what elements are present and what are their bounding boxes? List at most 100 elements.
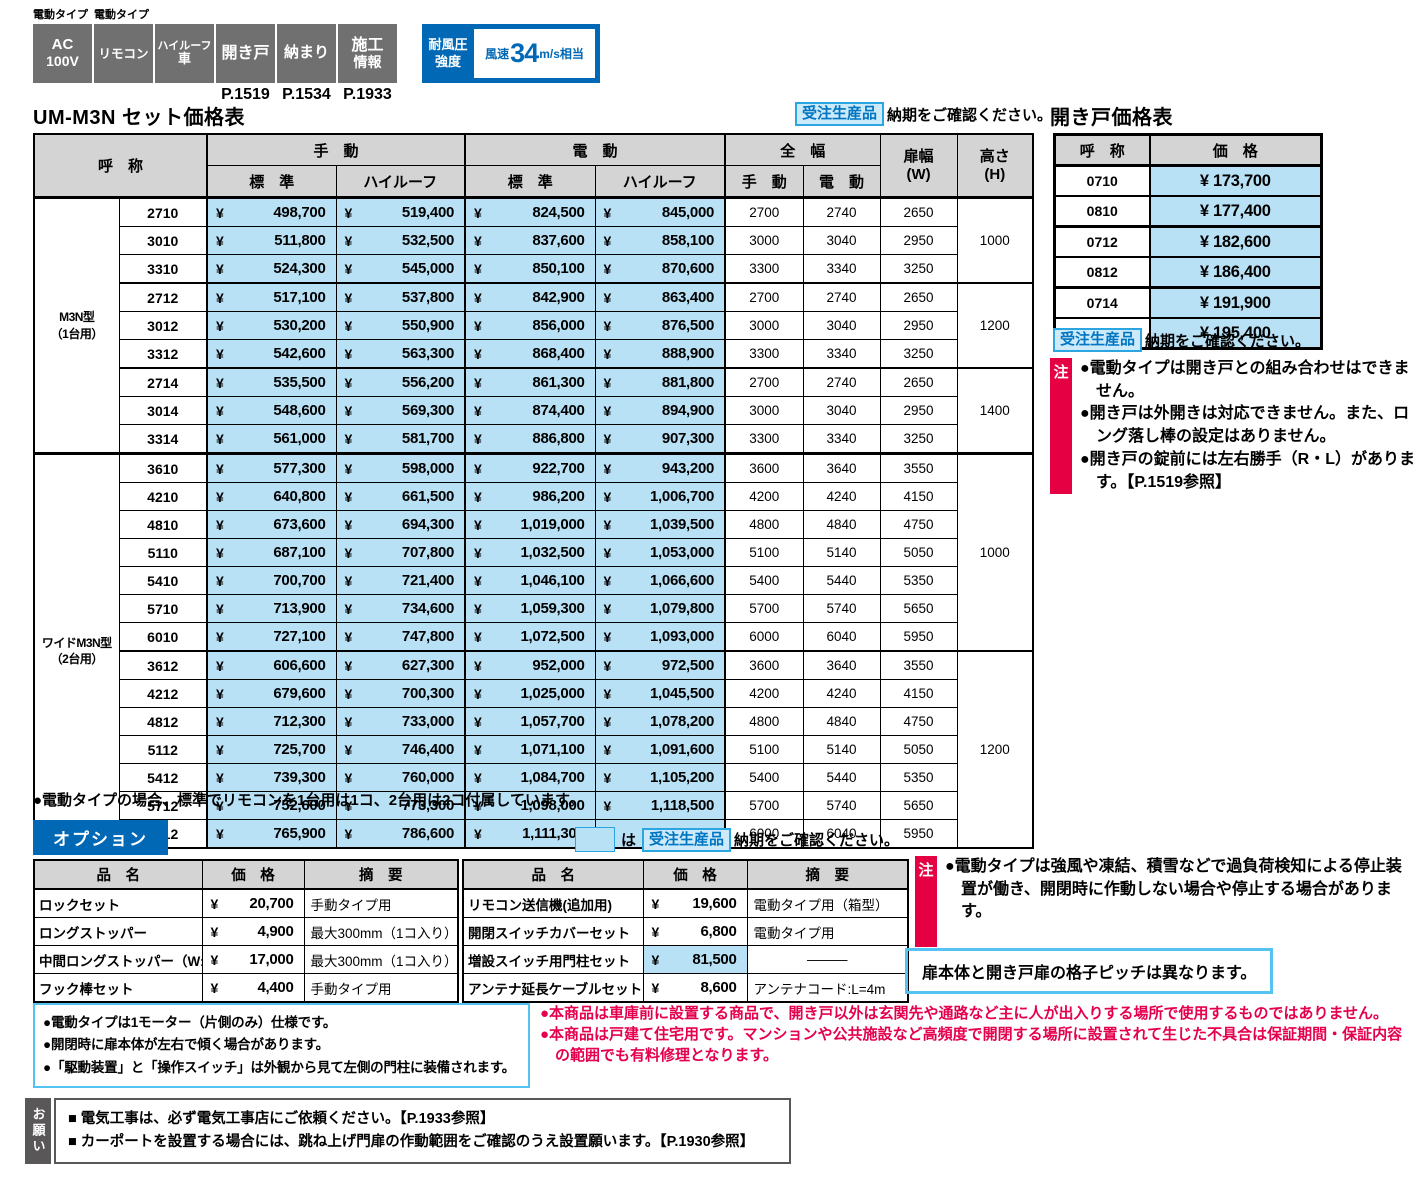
full-width-manual-cell: 4800: [724, 510, 804, 539]
currency-symbol: ¥: [603, 544, 612, 561]
price-cell: ¥713,900: [206, 594, 337, 623]
price-value: 888,900: [661, 345, 715, 362]
currency-symbol: ¥: [216, 317, 224, 334]
price-value: 4,400: [257, 979, 294, 996]
currency-symbol: ¥: [216, 289, 224, 306]
price-value: 943,200: [661, 460, 715, 477]
price-cell: ¥858,100: [594, 226, 726, 255]
price-value: 1,084,700: [520, 769, 585, 786]
table-row: 5410 ¥700,700 ¥721,400 ¥1,046,100 ¥1,066,600…: [34, 566, 1033, 595]
full-width-electric-cell: 2740: [802, 282, 881, 312]
price-cell: ¥542,600: [206, 339, 337, 369]
price-cell: ¥627,300: [335, 650, 466, 680]
price-cell: ¥535,500: [206, 367, 337, 397]
price-value: 1,032,500: [520, 544, 585, 561]
table-row: M3N型 （1台用） 2710 ¥498,700 ¥519,400 ¥824,500 ¥84…: [33, 196, 1034, 454]
header-height: 高さ (H): [956, 133, 1034, 199]
note-tab: 注: [915, 856, 937, 947]
price-cell: ¥943,200: [594, 452, 726, 483]
price-cell: ¥661,500: [335, 482, 466, 511]
badge-top-label: [216, 6, 275, 24]
door-size-cell: 0812: [1053, 256, 1151, 289]
feature-badge: 納まり: [277, 24, 336, 83]
currency-symbol: ¥: [474, 713, 482, 730]
door-width-cell: 5350: [879, 566, 958, 595]
price-value: 1,111,300: [522, 825, 585, 842]
currency-symbol: ¥: [216, 488, 224, 505]
door-note-2: ●開き戸は外開きは対応できません。また、ロング落し棒の設定はありません。: [1080, 405, 1410, 446]
table-row: 3310 ¥524,300 ¥545,000 ¥850,100 ¥870,600 3300…: [34, 254, 1033, 284]
price-value: 550,900: [401, 317, 455, 334]
price-value: 1,072,500: [520, 628, 585, 645]
currency-symbol: ¥: [603, 516, 612, 533]
full-width-electric-cell: 3040: [802, 396, 881, 425]
options-table-b-body: リモコン送信機(追加用) ¥19,600 電動タイプ用（箱型） 開閉スイッチカバーセッ…: [462, 888, 909, 1003]
currency-symbol: ¥: [344, 488, 353, 505]
price-value: 746,400: [401, 741, 455, 758]
price-cell: ¥530,200: [206, 311, 337, 340]
door-price-cell: ¥ 173,700: [1148, 164, 1323, 197]
currency-symbol: ¥: [474, 685, 482, 702]
feature-badge: 施工 情報: [338, 24, 397, 83]
currency-symbol: ¥: [474, 430, 482, 447]
currency-symbol: ¥: [216, 657, 224, 674]
full-width-electric-cell: 5440: [802, 763, 881, 792]
currency-symbol: ¥: [603, 402, 612, 419]
feature-badge: リモコン: [94, 24, 153, 83]
model-type-cell: M3N型 （1台用）: [33, 196, 120, 454]
currency-symbol: ¥: [216, 402, 224, 419]
price-cell: ¥739,300: [206, 763, 337, 792]
option-price-cell: ¥81,500: [642, 945, 748, 974]
badge-page-ref: P.1933: [343, 86, 392, 103]
option-name-cell: 増設スイッチ用門柱セット: [462, 945, 644, 974]
request-tab: お願い: [25, 1098, 51, 1165]
price-value: 712,300: [273, 713, 326, 730]
badge-label-line: 情報: [353, 53, 382, 70]
price-cell: ¥1,111,300: [464, 819, 596, 849]
height-cell: 1400: [956, 367, 1034, 454]
price-value: 824,500: [532, 204, 585, 221]
opt-header-price: 価 格: [201, 859, 305, 890]
price-cell: ¥760,000: [335, 763, 466, 792]
price-cell: ¥1,039,500: [594, 510, 726, 539]
price-cell: ¥707,800: [335, 538, 466, 567]
currency-symbol: ¥: [216, 797, 224, 814]
price-value: 511,800: [274, 232, 326, 249]
price-cell: ¥687,100: [206, 538, 337, 567]
price-cell: ¥850,100: [464, 254, 596, 284]
currency-symbol: ¥: [210, 951, 219, 968]
door-width-cell: 2650: [879, 196, 958, 227]
price-value: 561,000: [273, 430, 326, 447]
badge-label-line: ハイルーフ: [157, 40, 212, 53]
badge-top-label: 電動タイプ: [94, 9, 149, 21]
header-full-width: 全 幅: [724, 133, 881, 166]
table-row: 5710 ¥713,900 ¥734,600 ¥1,059,300 ¥1,079,800…: [34, 594, 1033, 623]
order-production-text: 納期をご確認ください。: [887, 106, 1053, 124]
size-cell: 3314: [118, 424, 208, 454]
price-value: 952,000: [532, 657, 585, 674]
price-cell: ¥1,091,600: [594, 735, 726, 764]
price-value: 700,700: [273, 572, 326, 589]
price-cell: ¥824,500: [464, 196, 596, 227]
badge-unit: 電動タイプ AC 100V: [33, 6, 92, 108]
price-value: 734,600: [401, 600, 455, 617]
wind-speed-value: 風速 34 m/s相当: [474, 29, 595, 78]
price-cell: ¥712,300: [206, 707, 337, 736]
price-cell: ¥746,400: [335, 735, 466, 764]
door-price-cell: ¥ 195,400: [1148, 317, 1323, 350]
full-width-manual-cell: 3000: [724, 226, 804, 255]
price-cell: ¥1,072,500: [464, 622, 596, 652]
currency-symbol: ¥: [474, 289, 482, 306]
price-cell: ¥886,800: [464, 424, 596, 454]
size-cell: 3610: [118, 452, 208, 483]
price-cell: ¥952,000: [464, 650, 596, 680]
door-width-cell: 5050: [879, 538, 958, 567]
table-row: 0714 ¥ 191,900: [1053, 286, 1323, 319]
currency-symbol: ¥: [344, 460, 353, 477]
door-header-price: 価 格: [1148, 133, 1323, 167]
currency-symbol: ¥: [651, 951, 660, 968]
price-value: 687,100: [273, 544, 326, 561]
full-width-manual-cell: 3600: [724, 452, 804, 483]
currency-symbol: ¥: [474, 657, 482, 674]
price-cell: ¥519,400: [335, 196, 466, 227]
